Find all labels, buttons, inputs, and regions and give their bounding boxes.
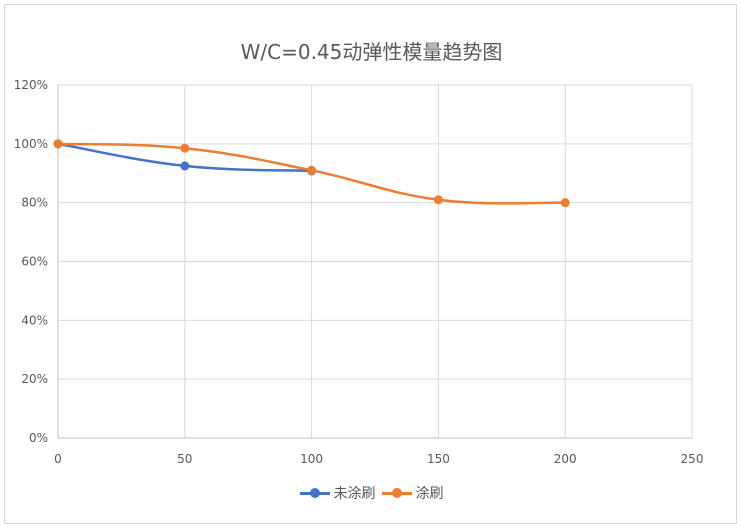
data-point-1	[433, 195, 443, 205]
legend-label-uncoated: 未涂刷	[333, 486, 376, 502]
y-tick-label: 60%	[21, 255, 48, 269]
x-tick-label: 250	[681, 452, 704, 466]
y-tick-label: 0%	[29, 431, 48, 445]
y-tick-label: 120%	[14, 78, 48, 92]
data-point-1	[180, 143, 190, 153]
y-tick-label: 20%	[21, 372, 48, 386]
chart-frame	[4, 4, 737, 524]
x-tick-label: 150	[427, 452, 450, 466]
y-tick-label: 80%	[21, 196, 48, 210]
chart-title: W/C=0.45动弹性模量趋势图	[240, 40, 503, 64]
x-tick-label: 0	[54, 452, 62, 466]
legend-swatch-coated	[381, 487, 412, 499]
y-tick-label: 100%	[14, 137, 48, 151]
x-tick-label: 200	[554, 452, 577, 466]
data-point-1	[560, 198, 570, 208]
x-tick-label: 50	[177, 452, 192, 466]
legend-label-coated: 涂刷	[415, 486, 444, 502]
grid-lines	[58, 84, 693, 438]
x-tick-label: 100	[300, 452, 323, 466]
tick-labels: 0% 20% 40% 60% 80% 100% 120% 0 50 100 150 200 250	[14, 78, 704, 466]
data-point-0	[180, 161, 190, 171]
data-point-1	[53, 139, 63, 149]
legend: 未涂刷 涂刷	[0, 483, 743, 503]
legend-item-uncoated[interactable]: 未涂刷	[299, 483, 376, 503]
legend-swatch-uncoated	[299, 487, 330, 499]
series-layer	[53, 139, 570, 208]
legend-item-coated[interactable]: 涂刷	[381, 483, 444, 503]
data-point-1	[307, 165, 317, 175]
y-tick-label: 40%	[21, 313, 48, 327]
